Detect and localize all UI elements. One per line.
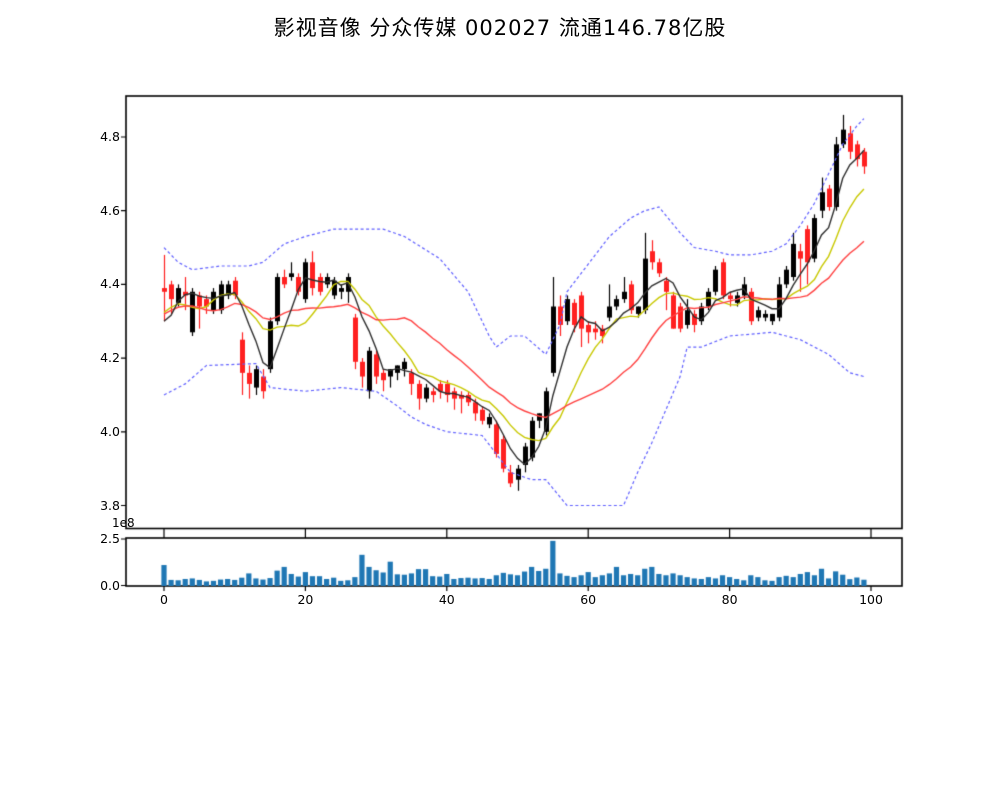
volume-axis-unit-label: 1e8 (112, 516, 135, 530)
price-tick-label: 3.8 (100, 497, 120, 513)
x-tick-label: 0 (160, 592, 168, 607)
price-tick-label: 4.8 (100, 129, 120, 144)
price-tick-label: 4.6 (100, 202, 120, 218)
volume-tick-label: 2.5 (100, 531, 120, 546)
price-tick-label: 4.2 (100, 350, 120, 366)
x-tick-label: 60 (580, 592, 597, 607)
volume-tick-label: 0.0 (100, 577, 120, 593)
price-tick-label: 4.4 (100, 276, 120, 292)
price-tick-label: 4.0 (100, 423, 120, 439)
x-tick-label: 40 (438, 592, 455, 607)
x-tick-label: 80 (721, 592, 738, 607)
x-tick-label: 20 (297, 592, 314, 607)
x-tick-label: 100 (859, 592, 883, 607)
